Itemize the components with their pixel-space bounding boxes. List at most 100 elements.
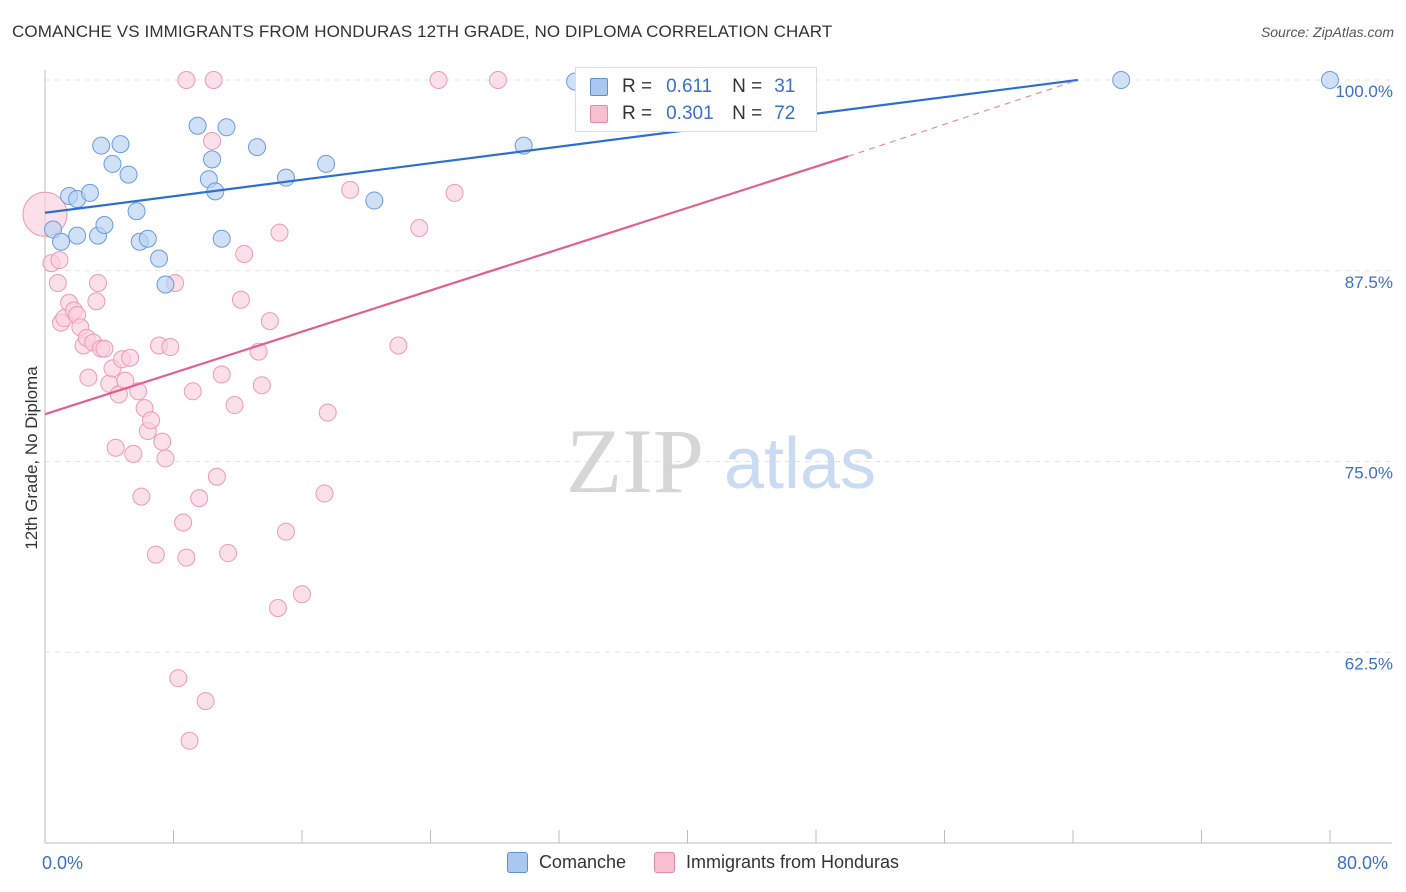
honduras-point (268, 598, 287, 617)
honduras-point (488, 71, 507, 89)
honduras-point (146, 545, 165, 564)
comanche-point (203, 150, 222, 169)
honduras-point (174, 513, 193, 532)
honduras-point (121, 348, 140, 367)
comanche-point (150, 249, 169, 268)
series-comanche-points (44, 71, 1339, 294)
honduras-point (48, 273, 67, 292)
comanche-point (317, 154, 336, 173)
comanche-point (138, 229, 157, 248)
legend-r-value: 0.301 (666, 103, 714, 124)
honduras-point (225, 396, 244, 415)
honduras-point (341, 180, 360, 199)
honduras-point (50, 251, 69, 270)
honduras-point (315, 484, 334, 503)
honduras-point (129, 382, 148, 401)
honduras-point (196, 692, 215, 711)
honduras-point (153, 432, 172, 451)
series-honduras-points (22, 71, 777, 750)
comanche-point (365, 191, 384, 210)
comanche-point (217, 118, 236, 137)
honduras-point (212, 365, 231, 384)
honduras-point (95, 339, 114, 358)
chart-title: COMANCHE VS IMMIGRANTS FROM HONDURAS 12T… (12, 22, 833, 41)
legend-n-label: N = (732, 103, 763, 124)
gridlines (45, 79, 1392, 653)
legend-n-label: N = (732, 76, 763, 97)
honduras-point (207, 467, 226, 486)
series-legend: Comanche Immigrants from Honduras (0, 852, 1406, 873)
legend-n-value: 31 (774, 76, 796, 97)
y-tick-label: 75.0% (1345, 464, 1393, 483)
comanche-point (119, 165, 138, 184)
trend-line-honduras (44, 155, 849, 416)
legend-swatch-honduras (590, 105, 608, 123)
comanche-point (80, 183, 99, 202)
x-tick-label-min: 0.0% (42, 853, 84, 873)
y-tick-label: 100.0% (1335, 82, 1393, 101)
legend-item-comanche[interactable]: Comanche (506, 852, 626, 873)
comanche-point (103, 154, 122, 173)
watermark-atlas: atlas (724, 424, 876, 504)
comanche-point (52, 232, 71, 251)
comanche-point (127, 202, 146, 221)
legend-n-value: 72 (774, 103, 796, 124)
honduras-point (161, 338, 180, 357)
honduras-point (79, 368, 98, 387)
honduras-point (106, 438, 125, 457)
honduras-point (203, 132, 222, 151)
legend-r-value: 0.611 (666, 76, 713, 97)
y-tick-labels: 62.5% 75.0% 87.5% 100.0% (1335, 82, 1393, 673)
legend-r-label: R = (622, 103, 653, 124)
honduras-point (124, 444, 143, 463)
comanche-point (248, 138, 267, 157)
legend-swatch-comanche (590, 78, 608, 96)
legend-row-honduras: R = 0.301 N = 72 (590, 102, 795, 126)
honduras-point (219, 544, 238, 563)
honduras-point (389, 336, 408, 355)
correlation-legend: R = 0.611 N = 31 R = 0.301 N = 72 (575, 67, 817, 132)
legend-swatch-comanche (506, 852, 528, 873)
trend-lines (44, 78, 1079, 416)
y-tick-label: 87.5% (1345, 273, 1393, 292)
honduras-point (410, 219, 429, 238)
y-tick-label: 62.5% (1345, 654, 1393, 673)
honduras-point (445, 183, 464, 202)
honduras-point (132, 487, 151, 506)
legend-label-comanche: Comanche (538, 852, 626, 872)
honduras-point (156, 449, 175, 468)
honduras-point (177, 548, 196, 567)
source-label: Source: ZipAtlas.com (1260, 24, 1394, 40)
honduras-point (318, 403, 337, 422)
honduras-point (429, 71, 448, 89)
honduras-point (293, 585, 311, 604)
honduras-point (270, 223, 289, 242)
honduras-point (142, 411, 161, 430)
comanche-point (95, 215, 114, 234)
honduras-point (180, 731, 199, 750)
trend-line-honduras-extension (847, 79, 1079, 157)
honduras-point (89, 273, 108, 292)
comanche-point (156, 275, 175, 294)
comanche-point (1112, 71, 1131, 89)
comanche-point (1321, 71, 1339, 89)
honduras-point (235, 244, 254, 263)
watermark-zip: ZIP (566, 410, 704, 512)
honduras-point (260, 312, 279, 331)
legend-swatch-honduras (653, 852, 675, 873)
legend-label-honduras: Immigrants from Honduras (685, 852, 900, 872)
comanche-point (68, 226, 87, 245)
honduras-point (169, 669, 188, 688)
trend-line-comanche (44, 78, 1078, 214)
comanche-point (92, 136, 111, 155)
honduras-point (231, 290, 250, 309)
y-axis-title: 12th Grade, No Diploma (22, 366, 41, 550)
honduras-point (190, 489, 209, 508)
honduras-point (183, 382, 202, 401)
legend-r-label: R = (622, 76, 653, 97)
honduras-point (204, 71, 223, 89)
legend-item-honduras[interactable]: Immigrants from Honduras (653, 852, 900, 873)
x-tick-label-max: 80.0% (1337, 853, 1389, 873)
legend-row-comanche: R = 0.611 N = 31 (590, 75, 795, 99)
honduras-point (177, 71, 196, 89)
